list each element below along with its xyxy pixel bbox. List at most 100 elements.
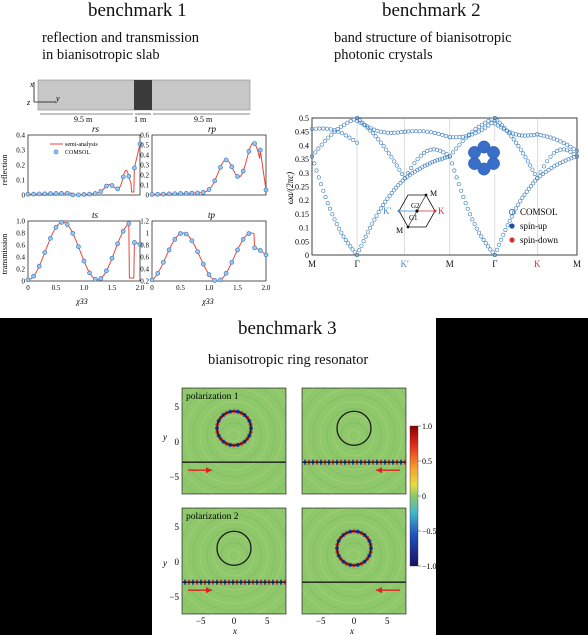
rs-point (87, 191, 92, 197)
band-point (402, 129, 407, 134)
rs-ytick: 0.1 (16, 177, 25, 185)
band-point (361, 239, 366, 244)
benchmark1-figure: x z y 9.5 m 1 m 9.5 m rs 0.4 0.3 0.2 0.1 0 s… (0, 79, 271, 306)
benchmark1-subtitle-line1: reflection and transmission (42, 30, 200, 46)
b3-ytick: 5 (175, 522, 180, 532)
tp-point (246, 231, 252, 236)
band-point (358, 120, 363, 125)
wave-ring (313, 395, 395, 477)
band-point (486, 119, 491, 124)
slab-bianisotropic (134, 80, 152, 110)
tp-point (155, 270, 161, 276)
band-point (326, 135, 331, 140)
wave-ring (348, 550, 360, 562)
band-point (574, 154, 579, 159)
rp-point (246, 149, 252, 154)
band-point (451, 150, 456, 155)
brillouin-zone-inset: G2 G1 M M K K′ (383, 189, 445, 235)
band-point (545, 159, 550, 164)
legend-comsol-circle (508, 208, 516, 216)
rp-ytick: 0 (146, 192, 150, 200)
field-panel-2 (302, 388, 406, 494)
rp-point (149, 192, 155, 197)
wave-ring (193, 395, 275, 477)
rp-point (240, 168, 246, 174)
band-point (525, 159, 530, 164)
ts-point (31, 273, 36, 279)
band-point (518, 199, 523, 204)
b3-xtick: −5 (196, 616, 206, 626)
input-arrow-head (376, 467, 382, 474)
benchmark1-subtitle-line2: in bianisotropic slab (42, 47, 160, 63)
band-point (483, 120, 488, 125)
rp-point (257, 147, 263, 153)
ts-point (59, 219, 64, 225)
ts-point (126, 221, 132, 226)
wave-ring (214, 416, 254, 456)
tp-point (195, 249, 200, 255)
wave-ring (221, 423, 247, 449)
rp-ytick: 0.5 (140, 142, 149, 150)
colorbar-tick-label: 1.0 (422, 422, 432, 431)
ts-point (87, 270, 92, 276)
band-point (528, 184, 533, 189)
band-point (480, 122, 485, 127)
input-arrow-head (206, 587, 212, 594)
band-point (402, 176, 407, 181)
band-point (322, 139, 327, 144)
rp-point (200, 190, 206, 195)
ts-point (64, 222, 70, 227)
legend-comsol-marker (53, 149, 59, 155)
wave-ring (334, 416, 374, 456)
band-point (444, 133, 449, 138)
benchmark2-title: benchmark 2 (382, 0, 481, 21)
band-point (355, 115, 360, 120)
b1-xtick: 0 (26, 284, 30, 292)
rs-point (132, 165, 137, 171)
band-point (412, 161, 417, 166)
band-point (440, 132, 445, 137)
ring-resonator (336, 410, 372, 446)
band-xtick: Γ (492, 259, 497, 269)
field-panel-3: polarization 2 (182, 508, 286, 614)
band-point (361, 122, 366, 127)
band-point (345, 120, 350, 125)
band-point (523, 155, 528, 160)
rp-point (195, 190, 200, 196)
rs-point (104, 183, 109, 189)
band-point (318, 182, 323, 187)
band-point (463, 201, 468, 206)
band-point (313, 150, 318, 155)
black-margin-left (0, 318, 152, 635)
band-point (495, 247, 500, 252)
band-point (477, 230, 482, 235)
band-point (435, 158, 440, 163)
band-point (497, 242, 502, 247)
b1-xtick: 0.5 (176, 284, 185, 292)
band-point (532, 172, 537, 177)
tp-ytick: 1.2 (140, 218, 149, 226)
b1-xtick: 1.5 (108, 284, 117, 292)
band-point (546, 167, 551, 172)
b1-xtick: 0 (150, 284, 154, 292)
band-point (425, 129, 430, 134)
wave-ring (306, 508, 402, 604)
ts-point (98, 276, 104, 281)
tp-point (212, 278, 218, 283)
band-ytick: 0 (305, 251, 309, 260)
band-point (372, 127, 377, 132)
field-panel-frame (301, 507, 407, 615)
band-legend-spin-up: spin-up (520, 221, 548, 231)
band-point (472, 222, 477, 227)
ts-xlabel: χ33 (75, 297, 88, 306)
band-point (342, 122, 347, 127)
rs-point (115, 186, 120, 192)
band-point (524, 189, 529, 194)
wave-ring (341, 543, 367, 569)
band-point (555, 148, 560, 153)
tp-point (206, 272, 212, 277)
band-point (398, 180, 403, 185)
tp-point (223, 270, 229, 276)
rs-ytick: 0.4 (16, 132, 25, 140)
band-point (516, 202, 521, 207)
